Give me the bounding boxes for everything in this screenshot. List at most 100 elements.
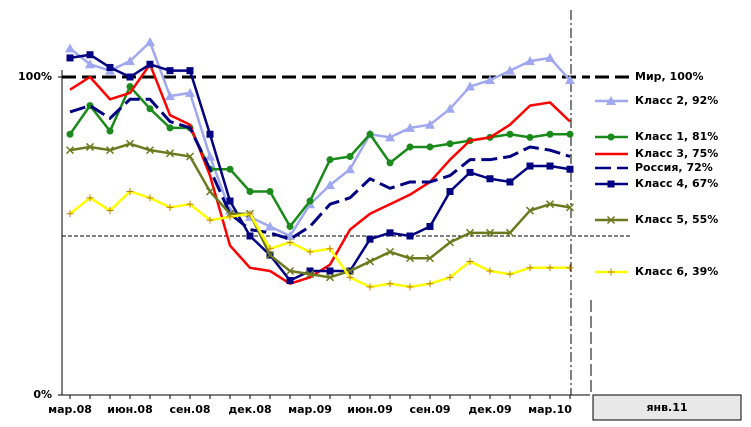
point [286,222,294,230]
point [226,165,234,173]
point [545,200,555,209]
point [446,140,454,148]
point [206,130,214,138]
point [325,273,335,282]
x-tick-label: мар.10 [528,403,572,416]
point [385,132,395,142]
point [607,180,615,188]
x-tick-label: дек.09 [468,403,511,416]
point [66,210,74,218]
legend-label: Класс 1, 81% [635,130,718,143]
legend-label: Россия, 72% [635,161,713,174]
point [326,245,334,253]
annotation: янв.11 [646,401,687,414]
x-tick-label: сен.09 [409,403,450,416]
point [126,187,134,195]
point [506,178,514,186]
point [66,54,74,62]
point [546,130,554,138]
point [286,238,294,246]
y-tick-label: 100% [18,70,52,83]
point [185,152,195,161]
point [86,194,94,202]
series-line [68,85,570,228]
point [526,264,534,272]
point [485,228,495,237]
point [145,37,155,47]
point [607,268,615,276]
point [165,91,175,101]
point [486,175,494,183]
point [546,264,554,272]
point [105,146,115,155]
point [345,164,355,174]
point [265,221,275,231]
point [65,146,75,155]
point [426,280,434,288]
point [465,228,475,237]
point [465,81,475,91]
point [506,130,514,138]
legend-label: Мир, 100% [635,70,704,83]
point [145,146,155,155]
point [425,119,435,129]
point [226,197,234,205]
point [486,267,494,275]
point [386,229,394,237]
point [446,273,454,281]
point [226,213,234,221]
point [505,65,515,75]
point [66,130,74,138]
x-tick-label: июн.08 [107,403,153,416]
point [406,283,414,291]
point [426,143,434,151]
x-tick-label: июн.09 [347,403,393,416]
series-line [69,53,571,282]
legend-label: Класс 2, 92% [635,94,718,107]
point [106,63,114,71]
point [405,254,415,263]
point [65,43,75,53]
point [205,187,215,196]
point [506,270,514,278]
point [205,151,215,161]
point [466,168,474,176]
point [525,206,535,215]
point [266,245,274,253]
point [366,235,374,243]
point [445,238,455,247]
point [85,59,95,69]
point [185,87,195,97]
point [566,165,574,173]
legend-label: Класс 4, 67% [635,177,718,190]
x-tick-label: сен.08 [169,403,210,416]
series-line [69,190,570,289]
point [266,187,274,195]
series-line [69,97,571,241]
point [246,210,254,218]
point [286,277,294,285]
point [306,248,314,256]
point [146,194,154,202]
point [106,127,114,135]
point [446,187,454,195]
point [86,51,94,59]
point [206,216,214,224]
point [405,122,415,132]
legend-label: Класс 3, 75% [635,147,718,160]
point [106,207,114,215]
point [346,153,354,160]
y-tick-label: 0% [33,388,52,401]
point [466,257,474,265]
point [146,105,154,113]
point [326,267,334,275]
point [186,67,194,75]
point [126,73,134,81]
point [607,133,615,141]
point [306,197,314,205]
point [285,266,295,276]
point [246,232,254,240]
point [166,67,174,75]
point [325,180,335,190]
point [306,267,314,275]
